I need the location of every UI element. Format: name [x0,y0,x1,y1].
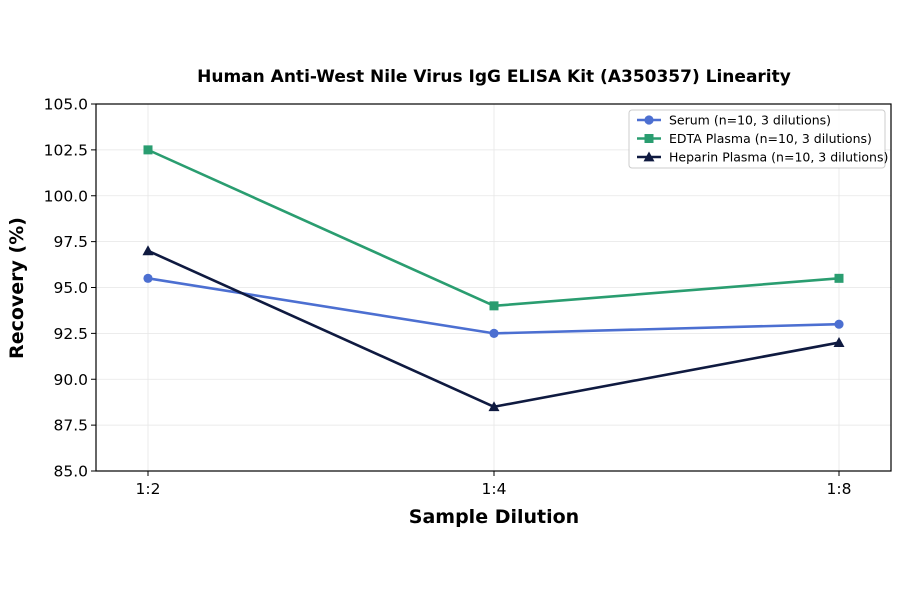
data-point [834,273,844,283]
data-point [143,145,153,155]
y-axis-ticks: 85.0 87.5 90.0 92.5 95.0 97.5 100.0 102.5 105.0 [44,96,96,481]
y-tick-label: 95.0 [53,279,88,297]
data-point [488,401,500,412]
chart-title: Human Anti-West Nile Virus IgG ELISA Kit… [197,67,791,87]
data-point [834,319,844,329]
y-tick-label: 90.0 [53,371,88,389]
legend-item: Heparin Plasma (n=10, 3 dilutions) [637,150,888,165]
y-tick-label: 97.5 [53,233,88,251]
data-point [489,328,499,338]
data-point [489,301,499,311]
legend-item: Serum (n=10, 3 dilutions) [637,113,831,128]
series-0 [143,273,844,338]
legend-marker [644,115,654,125]
legend-label: Heparin Plasma (n=10, 3 dilutions) [669,150,888,165]
y-tick-label: 87.5 [53,417,88,435]
y-tick-label: 92.5 [53,325,88,343]
y-tick-label: 102.5 [44,141,88,159]
series-layer [142,145,845,412]
x-tick-label: 1:4 [482,480,507,498]
legend: Serum (n=10, 3 dilutions) EDTA Plasma (n=… [628,109,888,169]
legend-item: EDTA Plasma (n=10, 3 dilutions) [637,131,872,146]
legend-box [628,109,886,169]
x-tick-label: 1:2 [136,480,161,498]
data-point [142,245,154,256]
series-line [147,148,840,308]
y-tick-label: 85.0 [53,463,88,481]
y-axis-label: Recovery (%) [6,217,28,359]
data-point [143,273,153,283]
legend-label: Serum (n=10, 3 dilutions) [669,113,831,128]
x-axis-label: Sample Dilution [409,506,579,528]
data-point [833,337,845,347]
x-axis-ticks: 1:2 1:4 1:8 [136,471,852,498]
y-tick-label: 100.0 [44,187,88,205]
legend-marker [643,151,655,162]
legend-label: EDTA Plasma (n=10, 3 dilutions) [669,131,872,146]
y-tick-label: 105.0 [44,96,88,114]
series-line [147,249,840,409]
x-tick-label: 1:8 [827,480,852,498]
legend-marker [644,134,654,143]
series-2 [142,245,845,412]
series-1 [143,145,844,311]
